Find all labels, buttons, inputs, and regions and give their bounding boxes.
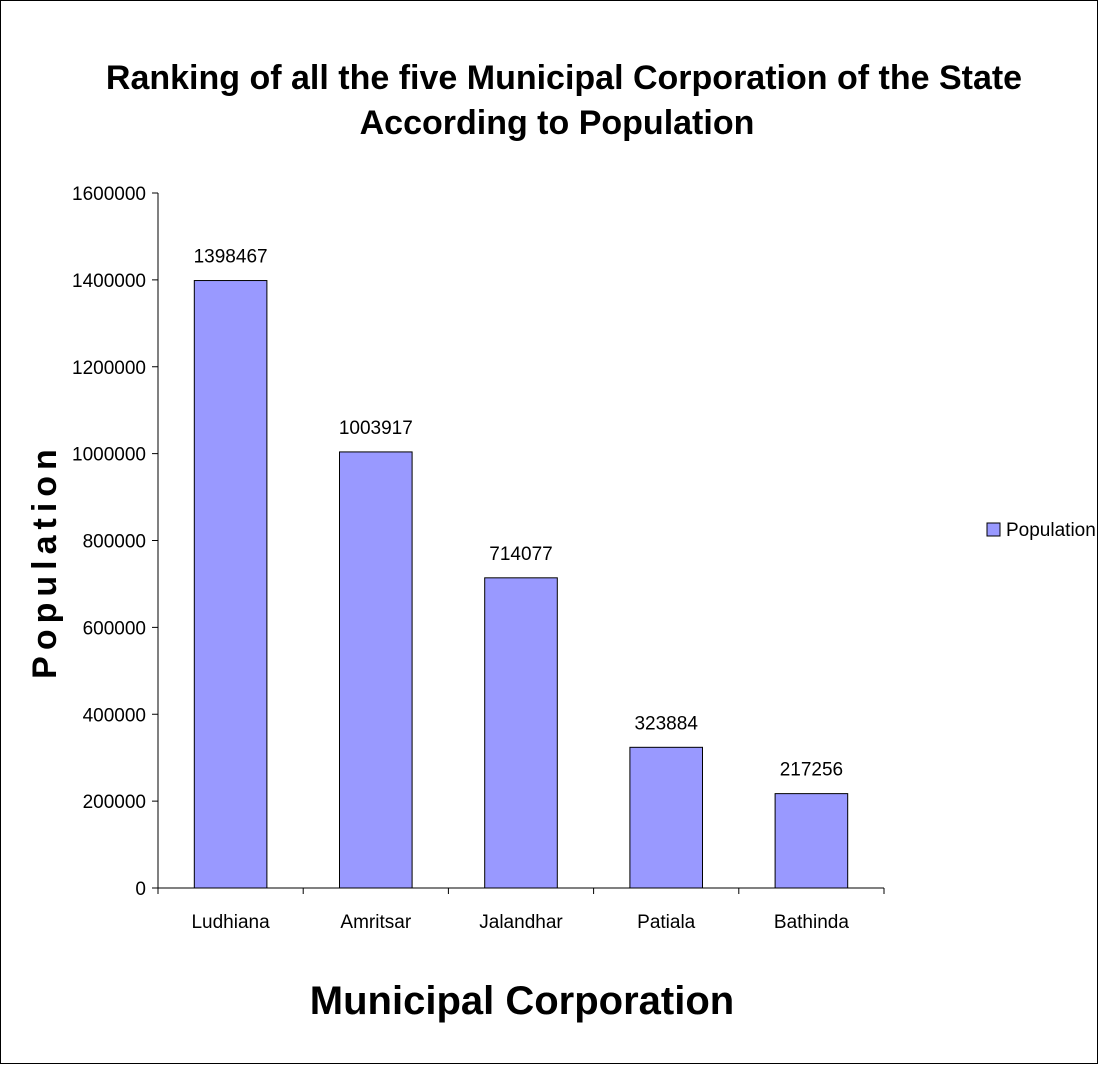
y-axis-label: Population <box>26 443 64 679</box>
legend-swatch <box>986 522 1001 537</box>
axes: 0 200000 400000 600000 800000 1000000 1200000 1… <box>72 184 885 933</box>
y-tick-label: 200000 <box>83 792 146 813</box>
y-tick-label: 1200000 <box>72 358 146 379</box>
bar-patiala <box>629 746 704 889</box>
bars: 1398467 1003917 714077 323884 217256 <box>193 247 849 889</box>
bar-ludhiana <box>193 280 268 889</box>
data-label: 1398467 <box>194 247 268 268</box>
legend: Population <box>986 520 1096 541</box>
x-tick-label: Amritsar <box>340 912 411 933</box>
data-label: 714077 <box>489 544 552 565</box>
legend-label: Population <box>1006 520 1096 541</box>
data-label: 323884 <box>634 713 698 734</box>
data-label: 1003917 <box>339 418 413 439</box>
y-tick-label: 0 <box>135 879 146 900</box>
y-tick-label: 1400000 <box>72 271 146 292</box>
x-axis-label: Municipal Corporation <box>310 979 734 1023</box>
y-tick-label: 400000 <box>83 705 146 726</box>
x-tick-label: Bathinda <box>774 912 849 933</box>
bar-amritsar <box>339 451 413 889</box>
y-tick-label: 1600000 <box>72 184 146 205</box>
bar-jalandhar <box>484 577 558 889</box>
y-tick-label: 800000 <box>83 532 146 553</box>
data-label: 217256 <box>780 760 843 781</box>
chart-title: Ranking of all the five Municipal Corpor… <box>106 59 1022 97</box>
y-tick-label: 1000000 <box>72 445 146 466</box>
x-tick-label: Ludhiana <box>191 912 270 933</box>
bar-bathinda <box>774 793 849 889</box>
chart-subtitle: According to Population <box>360 104 755 142</box>
x-tick-label: Patiala <box>637 912 696 933</box>
x-tick-label: Jalandhar <box>479 912 563 933</box>
y-tick-label: 600000 <box>83 618 146 639</box>
